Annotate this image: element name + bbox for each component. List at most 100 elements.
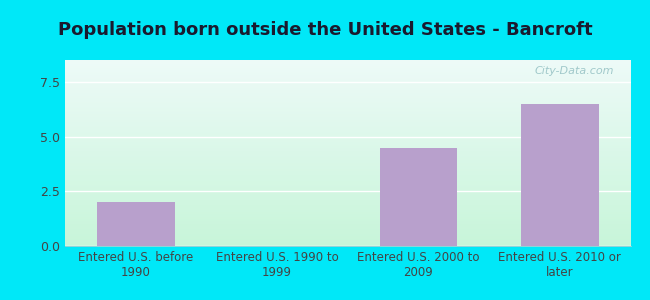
Bar (65, 163, 630, 164)
Bar (65, 130, 630, 131)
Bar (65, 183, 630, 184)
Bar (65, 89, 630, 90)
Bar (65, 67, 630, 68)
Bar (65, 112, 630, 113)
Bar (65, 124, 630, 125)
Bar (65, 181, 630, 182)
Bar (65, 167, 630, 168)
Bar (65, 193, 630, 194)
Bar (65, 230, 630, 231)
Bar (65, 131, 630, 132)
Bar (65, 231, 630, 232)
Bar (65, 164, 630, 165)
Bar (65, 83, 630, 84)
Bar (65, 200, 630, 201)
Bar (65, 234, 630, 235)
Bar (65, 151, 630, 152)
Bar (65, 135, 630, 136)
Bar (65, 160, 630, 161)
Bar (65, 113, 630, 114)
Bar (65, 154, 630, 155)
Bar (65, 157, 630, 158)
Bar (65, 203, 630, 204)
Bar (65, 77, 630, 78)
Bar (65, 206, 630, 207)
Bar (65, 138, 630, 139)
Bar (65, 238, 630, 239)
Bar (65, 60, 630, 61)
Text: City-Data.com: City-Data.com (534, 66, 614, 76)
Bar (65, 78, 630, 79)
Bar (65, 64, 630, 66)
Bar (65, 90, 630, 91)
Bar (65, 120, 630, 122)
Bar (65, 238, 630, 239)
Bar (65, 95, 630, 96)
Bar (65, 220, 630, 221)
Bar (65, 137, 630, 138)
Bar (65, 155, 630, 156)
Bar (65, 123, 630, 124)
Bar (65, 61, 630, 62)
Bar (65, 91, 630, 92)
Bar (65, 71, 630, 72)
Bar (65, 196, 630, 197)
Bar (65, 190, 630, 191)
Bar (65, 141, 630, 142)
Bar (65, 97, 630, 98)
Text: Population born outside the United States - Bancroft: Population born outside the United State… (58, 21, 592, 39)
Bar (65, 188, 630, 189)
Bar (65, 106, 630, 107)
Bar (65, 74, 630, 75)
Bar (65, 105, 630, 106)
Bar (65, 169, 630, 170)
Bar (65, 102, 630, 103)
Bar (65, 175, 630, 176)
Bar (65, 70, 630, 71)
Bar (65, 98, 630, 99)
Bar (65, 134, 630, 135)
Bar (65, 223, 630, 224)
Bar (65, 63, 630, 64)
Bar (65, 69, 630, 70)
Bar (65, 212, 630, 214)
Bar (65, 197, 630, 198)
Bar (65, 73, 630, 74)
Bar (65, 129, 630, 130)
Bar (65, 180, 630, 181)
Bar (65, 133, 630, 134)
Bar (65, 222, 630, 223)
Bar (65, 232, 630, 233)
Bar (65, 79, 630, 80)
Bar (65, 221, 630, 222)
Bar (65, 189, 630, 190)
Bar (65, 145, 630, 146)
Bar (65, 94, 630, 95)
Bar (65, 236, 630, 237)
Bar (65, 84, 630, 85)
Bar (65, 161, 630, 162)
Bar (65, 118, 630, 119)
Bar (65, 127, 630, 128)
Bar (65, 217, 630, 218)
Bar (521, 104, 599, 246)
Bar (65, 110, 630, 111)
Bar (65, 194, 630, 195)
Bar (65, 233, 630, 234)
Bar (65, 179, 630, 180)
Bar (65, 192, 630, 193)
Bar (65, 118, 630, 119)
Bar (65, 199, 630, 200)
Bar (65, 225, 630, 226)
Bar (65, 178, 630, 179)
Bar (65, 100, 630, 101)
Bar (65, 166, 630, 167)
Bar (65, 109, 630, 110)
Bar (65, 162, 630, 163)
Bar (65, 219, 630, 220)
Bar (65, 165, 630, 166)
Bar (65, 126, 630, 127)
Bar (65, 92, 630, 94)
Bar (65, 185, 630, 187)
Bar (65, 182, 630, 183)
